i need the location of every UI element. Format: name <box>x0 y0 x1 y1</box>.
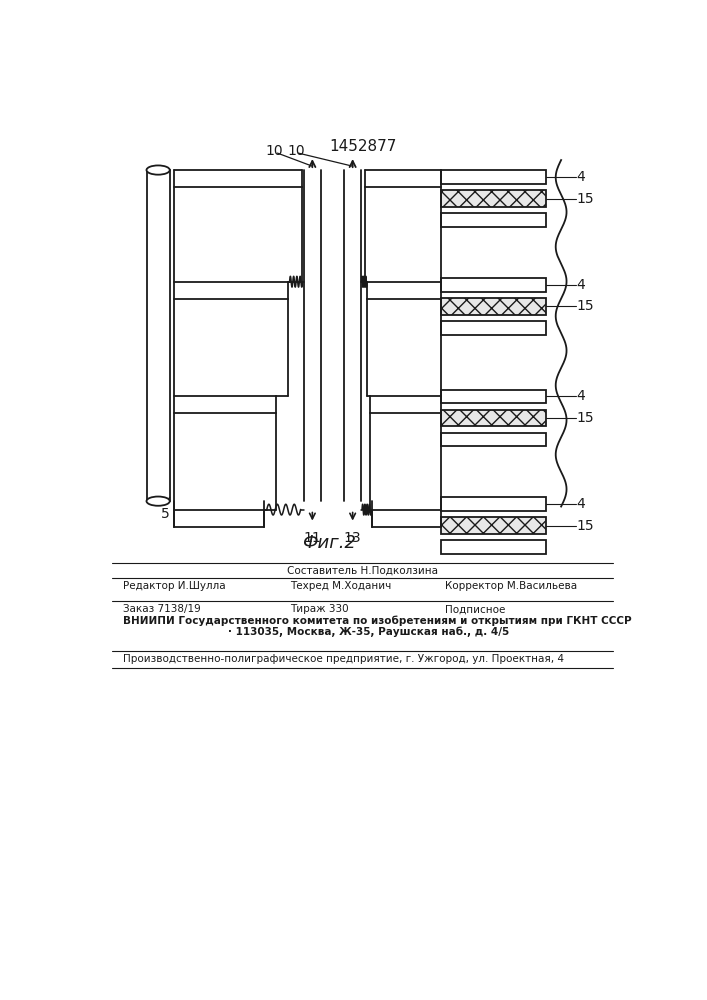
Text: Корректор М.Васильева: Корректор М.Васильева <box>445 581 577 591</box>
Bar <box>441 433 546 446</box>
Text: 5: 5 <box>160 507 169 521</box>
Bar <box>441 298 546 315</box>
Bar <box>441 321 546 335</box>
Text: 4: 4 <box>577 497 585 511</box>
Bar <box>441 170 546 184</box>
Text: Производственно-полиграфическое предприятие, г. Ужгород, ул. Проектная, 4: Производственно-полиграфическое предприя… <box>123 654 564 664</box>
Bar <box>441 497 546 511</box>
Text: 10: 10 <box>266 144 284 158</box>
Text: 4: 4 <box>577 278 585 292</box>
Bar <box>441 190 546 207</box>
Text: 13: 13 <box>344 531 361 545</box>
Text: 1452877: 1452877 <box>329 139 397 154</box>
Text: 15: 15 <box>577 411 595 425</box>
Text: 15: 15 <box>577 192 595 206</box>
Text: Фиг.2: Фиг.2 <box>302 534 356 552</box>
Text: 15: 15 <box>577 299 595 313</box>
Text: Техред М.Ходанич: Техред М.Ходанич <box>290 581 391 591</box>
Bar <box>441 517 546 534</box>
Text: Составитель Н.Подколзина: Составитель Н.Подколзина <box>287 566 438 576</box>
Bar <box>441 278 546 292</box>
Bar <box>146 170 170 501</box>
Text: Заказ 7138/19: Заказ 7138/19 <box>123 604 201 614</box>
Text: Подписное: Подписное <box>445 604 506 614</box>
Text: 4: 4 <box>577 389 585 403</box>
Bar <box>441 540 546 554</box>
Ellipse shape <box>146 165 170 175</box>
Text: 11: 11 <box>303 531 321 545</box>
Bar <box>441 389 546 403</box>
Text: 15: 15 <box>577 519 595 533</box>
Text: 10: 10 <box>287 144 305 158</box>
Bar <box>441 410 546 426</box>
Ellipse shape <box>146 497 170 506</box>
Text: 4: 4 <box>577 170 585 184</box>
Text: Тираж 330: Тираж 330 <box>290 604 349 614</box>
Text: Редактор И.Шулла: Редактор И.Шулла <box>123 581 226 591</box>
Text: ВНИИПИ Государственного комитета по изобретениям и открытиям при ГКНТ СССР: ВНИИПИ Государственного комитета по изоб… <box>123 616 632 626</box>
Bar <box>441 213 546 227</box>
Text: · 113035, Москва, Ж-35, Раушская наб., д. 4/5: · 113035, Москва, Ж-35, Раушская наб., д… <box>228 627 509 637</box>
